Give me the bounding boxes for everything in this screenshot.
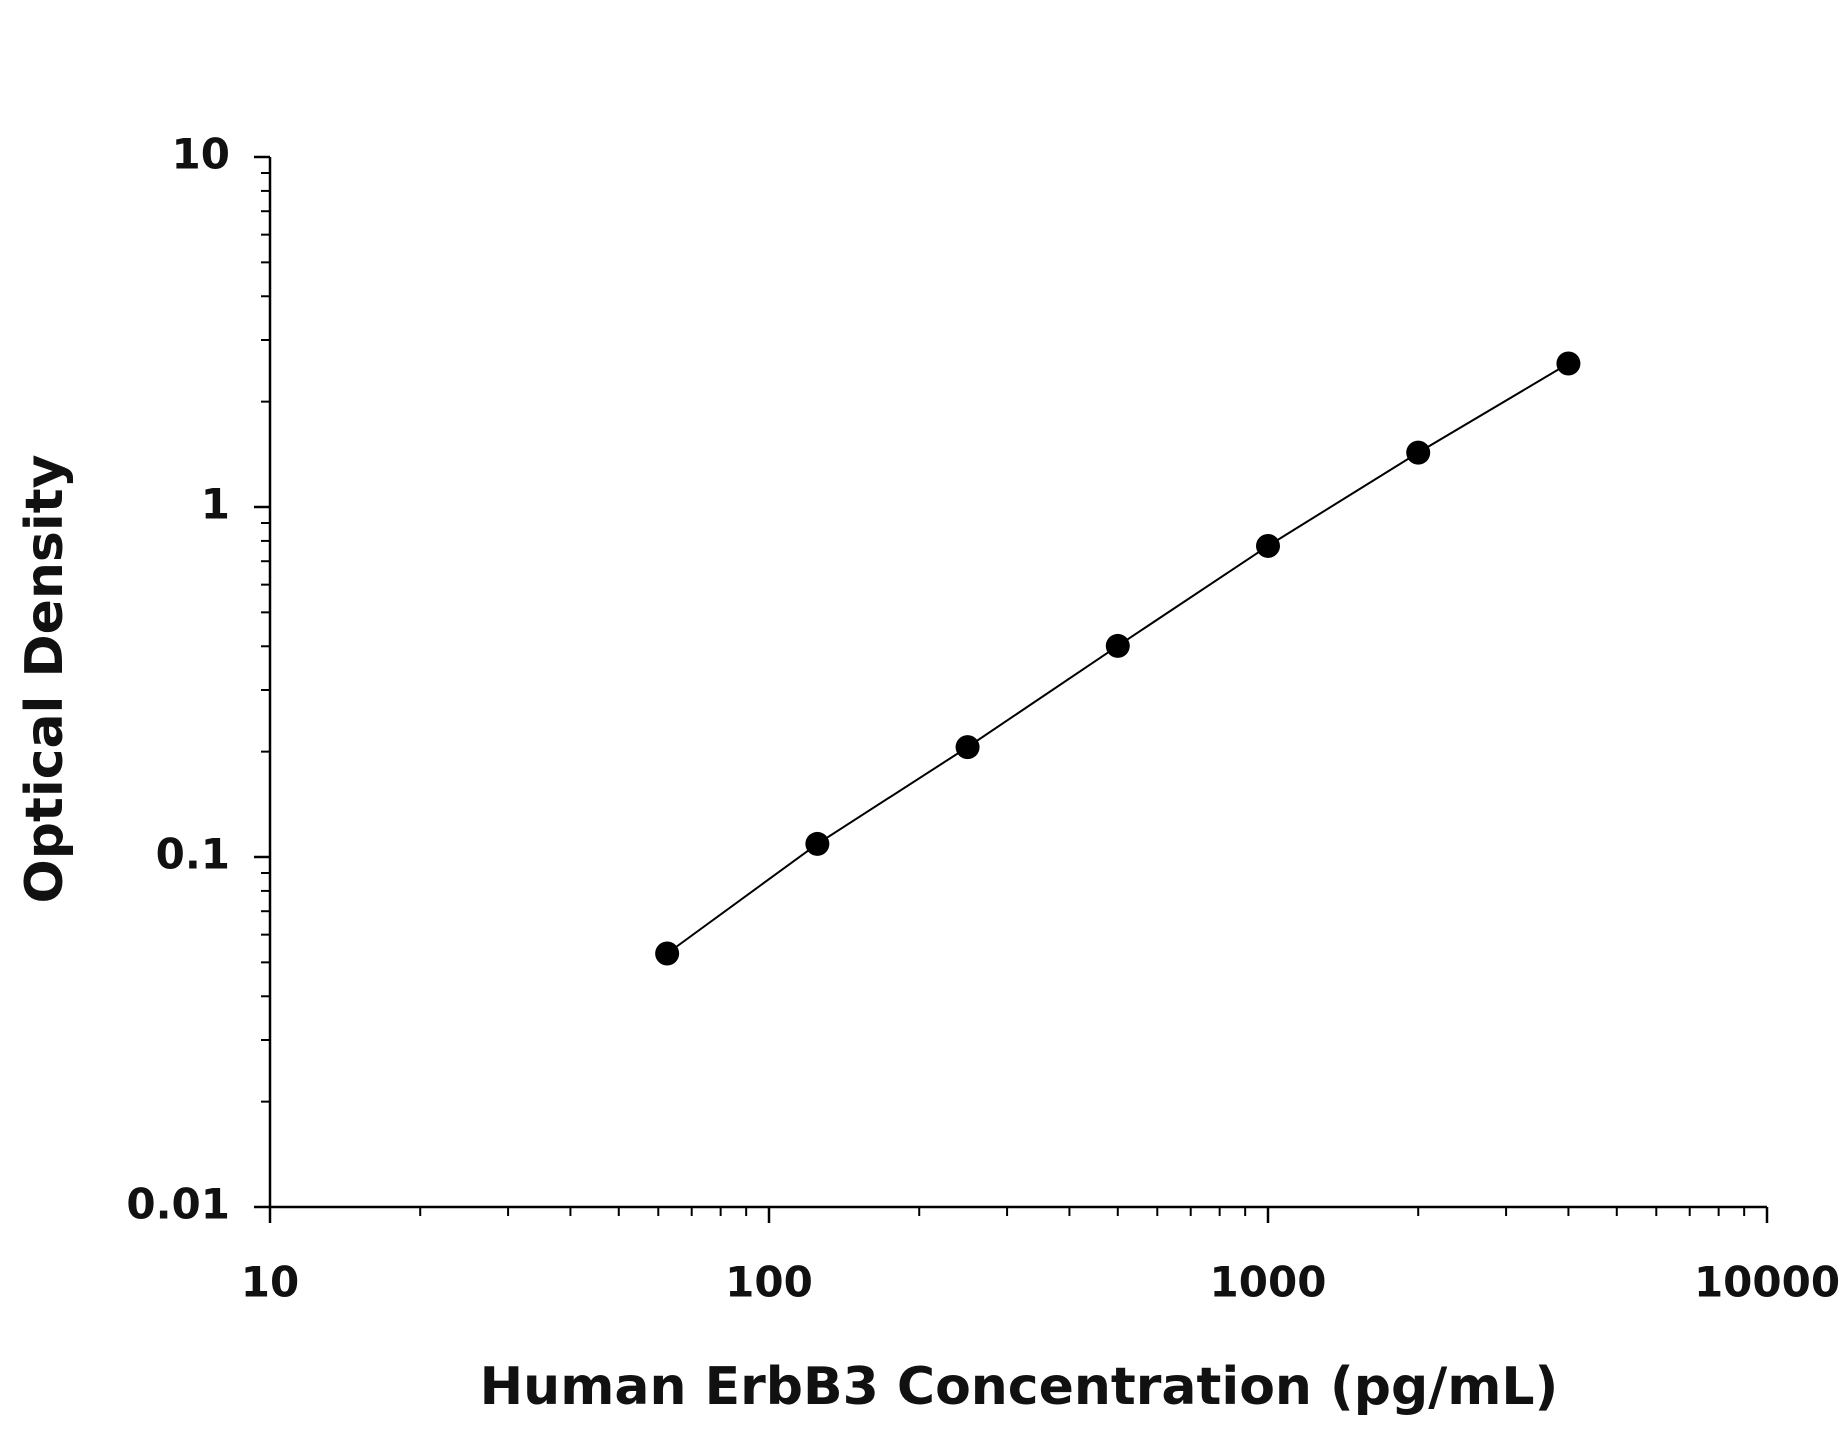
x-tick-label: 10 — [241, 1258, 299, 1307]
series-line — [666, 362, 1569, 955]
data-point — [1105, 633, 1130, 658]
data-point — [955, 735, 980, 760]
x-axis-title: Human ErbB3 Concentration (pg/mL) — [480, 1357, 1559, 1417]
x-tick-label: 100 — [725, 1258, 813, 1307]
y-tick-label: 1 — [201, 480, 230, 529]
y-tick-label: 10 — [172, 130, 230, 179]
x-tick-label: 10000 — [1694, 1258, 1840, 1307]
data-point — [805, 831, 830, 856]
y-axis-title: Optical Density — [15, 455, 75, 904]
data-point — [1406, 440, 1431, 465]
data-point — [1556, 351, 1581, 376]
y-tick-label: 0.1 — [156, 830, 230, 879]
data-point — [1256, 533, 1280, 558]
y-tick-label: 0.01 — [126, 1180, 230, 1229]
x-tick-label: 1000 — [1210, 1258, 1327, 1307]
data-point — [655, 941, 680, 966]
